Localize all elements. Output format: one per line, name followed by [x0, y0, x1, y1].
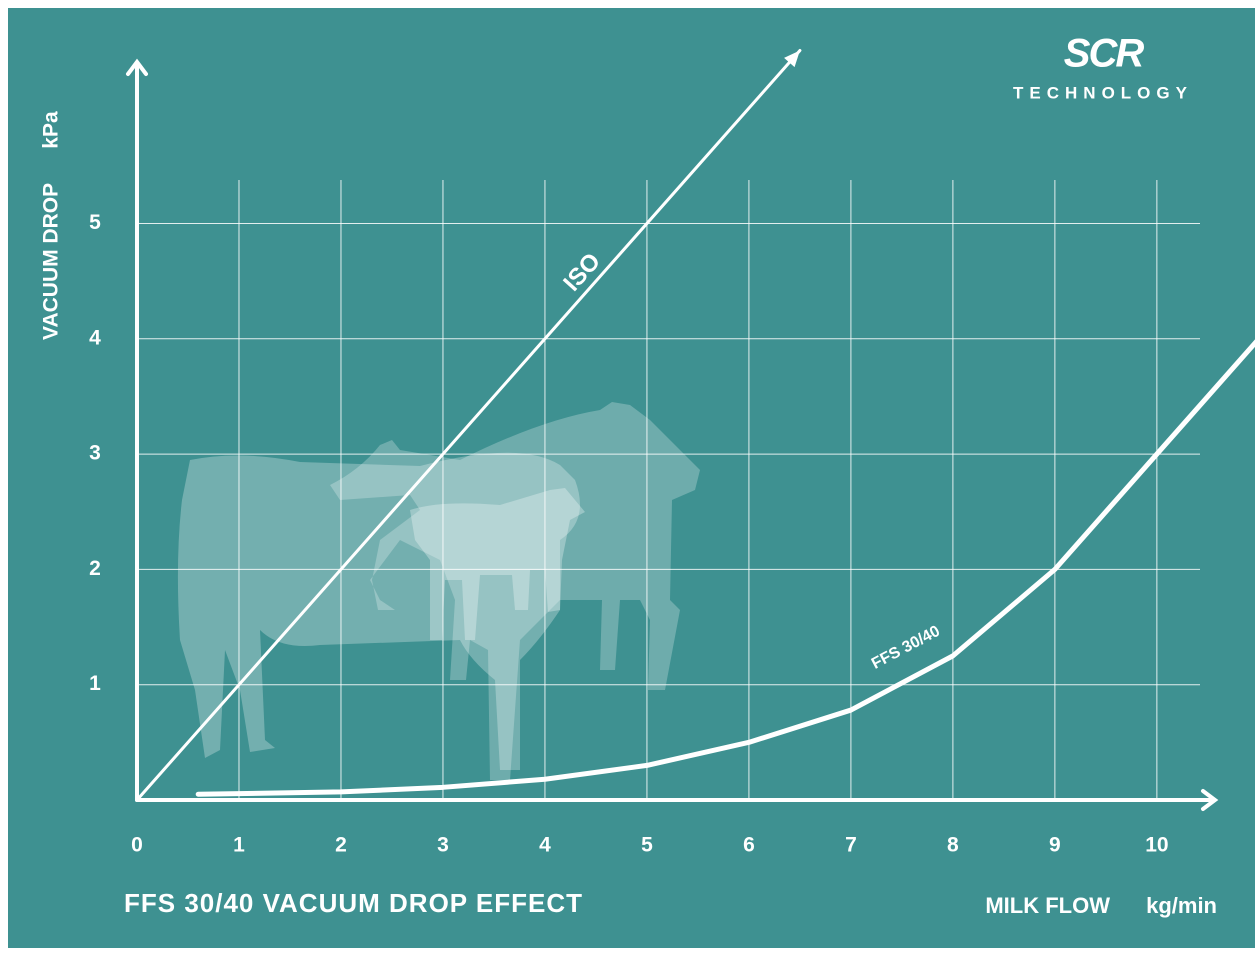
y-tick-label: 3 — [89, 442, 101, 465]
series-arrow — [784, 50, 800, 68]
logo-mark: SCR — [1064, 32, 1145, 76]
series-line — [195, 339, 1255, 797]
x-tick-label: 6 — [743, 834, 755, 857]
x-tick-label: 0 — [131, 834, 143, 857]
cow — [330, 402, 700, 780]
x-axis-arrow — [1201, 789, 1219, 811]
axes — [126, 58, 1219, 811]
cow — [177, 452, 580, 770]
x-tick-label: 5 — [641, 834, 653, 857]
y-tick-label: 1 — [89, 672, 101, 695]
y-axis-label: VACUUM DROP — [40, 183, 63, 340]
x-tick-label: 10 — [1145, 834, 1168, 857]
x-tick-label: 7 — [845, 834, 857, 857]
x-tick-label: 1 — [233, 834, 245, 857]
y-tick-label: 4 — [89, 326, 101, 349]
series-line — [135, 48, 802, 802]
y-axis-unit: kPa — [40, 111, 63, 149]
background — [8, 8, 1255, 948]
x-tick-label: 3 — [437, 834, 449, 857]
x-tick-label: 2 — [335, 834, 347, 857]
y-tick-label: 2 — [89, 557, 101, 580]
x-tick-label: 9 — [1049, 834, 1061, 857]
logo-text: TECHNOLOGY — [1013, 83, 1193, 102]
grid — [137, 180, 1200, 800]
cow-silhouettes — [177, 402, 700, 780]
x-axis-unit: kg/min — [1146, 893, 1217, 918]
calf — [410, 488, 585, 640]
chart-title: FFS 30/40 VACUUM DROP EFFECT — [124, 888, 583, 918]
y-axis-arrow — [126, 58, 148, 76]
y-tick-label: 5 — [89, 211, 101, 234]
plot-area — [135, 48, 1255, 802]
x-tick-label: 8 — [947, 834, 959, 857]
x-tick-label: 4 — [539, 834, 551, 857]
x-axis-label: MILK FLOW — [985, 893, 1110, 918]
